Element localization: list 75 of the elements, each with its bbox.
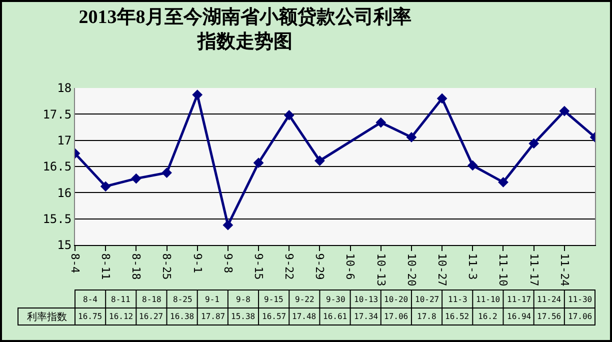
text: 16.12	[109, 312, 134, 321]
x-tick-label: 10-20	[404, 253, 418, 286]
point	[162, 168, 172, 178]
text: 16.38	[170, 312, 194, 321]
text: 9-1	[205, 295, 220, 304]
point	[467, 160, 478, 171]
text: 9-30	[326, 295, 346, 304]
point	[253, 158, 264, 168]
text: 9-15	[264, 295, 284, 304]
point	[100, 181, 111, 192]
x-tick-label: 10-6	[344, 253, 357, 280]
x-tick-label: 9-1	[190, 253, 204, 274]
x-tick-label: 9-8	[221, 253, 234, 274]
point	[406, 132, 417, 142]
x-tick-label: 11-24	[558, 253, 571, 287]
text: 17.06	[384, 312, 408, 321]
x-tick-label: 8-18	[130, 253, 143, 280]
point	[498, 177, 508, 188]
x-tick-label: 8-11	[99, 253, 112, 280]
x-tick-label: 10-27	[435, 253, 448, 286]
text: 16.2	[478, 312, 498, 321]
x-tick-label: 11-17	[527, 253, 540, 286]
point	[130, 173, 142, 184]
text: 8-4	[83, 295, 98, 304]
text: 11-24	[537, 295, 562, 304]
x-tick-label: 11-10	[496, 253, 510, 286]
text: 16.75	[78, 312, 102, 321]
chart-title: 2013年8月至今湖南省小额贷款公司利率指数走势图	[78, 6, 412, 52]
text: 17.34	[354, 312, 378, 321]
x-tick-label: 10-13	[374, 253, 388, 286]
point	[436, 93, 448, 104]
text: 17.06	[568, 312, 592, 321]
text: 16.57	[262, 312, 286, 321]
y-tick-label: 16.5	[42, 160, 72, 174]
text: 17.56	[537, 312, 562, 321]
x-tick-label: 11-3	[466, 253, 480, 280]
text: 11-17	[507, 295, 532, 304]
text: 17.8	[417, 312, 436, 321]
text: 9-8	[236, 295, 251, 304]
text: 8-25	[173, 295, 192, 304]
y-tick-label: 18	[57, 81, 72, 96]
text: 17.87	[201, 312, 226, 321]
point	[528, 138, 540, 149]
text: 8-11	[111, 295, 130, 304]
text: 11-10	[476, 295, 500, 304]
x-tick-label: 9-29	[313, 253, 326, 280]
point	[192, 90, 203, 100]
x-tick-label: 8-4	[68, 253, 82, 274]
point	[222, 220, 234, 230]
text: 11-30	[568, 295, 592, 304]
text: 16.61	[323, 312, 348, 321]
text: 16.27	[139, 312, 164, 321]
y-tick-label: 16	[57, 186, 72, 200]
point	[314, 156, 325, 166]
y-tick-label: 17.5	[42, 107, 72, 122]
y-tick-label: 17	[57, 134, 72, 148]
text: 10-27	[415, 295, 440, 304]
text: 10-13	[354, 295, 378, 304]
text: 9-22	[295, 295, 314, 304]
y-tick-label: 15	[57, 238, 72, 252]
text: 10-20	[384, 295, 408, 304]
text: 16.94	[507, 312, 532, 321]
text: 利率指数	[27, 311, 67, 323]
text: 16.52	[445, 312, 470, 321]
point	[284, 110, 294, 120]
point	[559, 106, 570, 116]
point	[376, 117, 386, 128]
text: 11-3	[448, 295, 468, 304]
x-tick-label: 9-22	[282, 253, 296, 280]
text: 8-18	[142, 295, 162, 304]
text: 17.48	[292, 312, 316, 321]
x-tick-label: 8-25	[160, 253, 174, 280]
x-tick-label: 9-15	[252, 253, 265, 280]
y-tick-label: 15.5	[42, 212, 72, 226]
text: 15.38	[231, 312, 256, 321]
